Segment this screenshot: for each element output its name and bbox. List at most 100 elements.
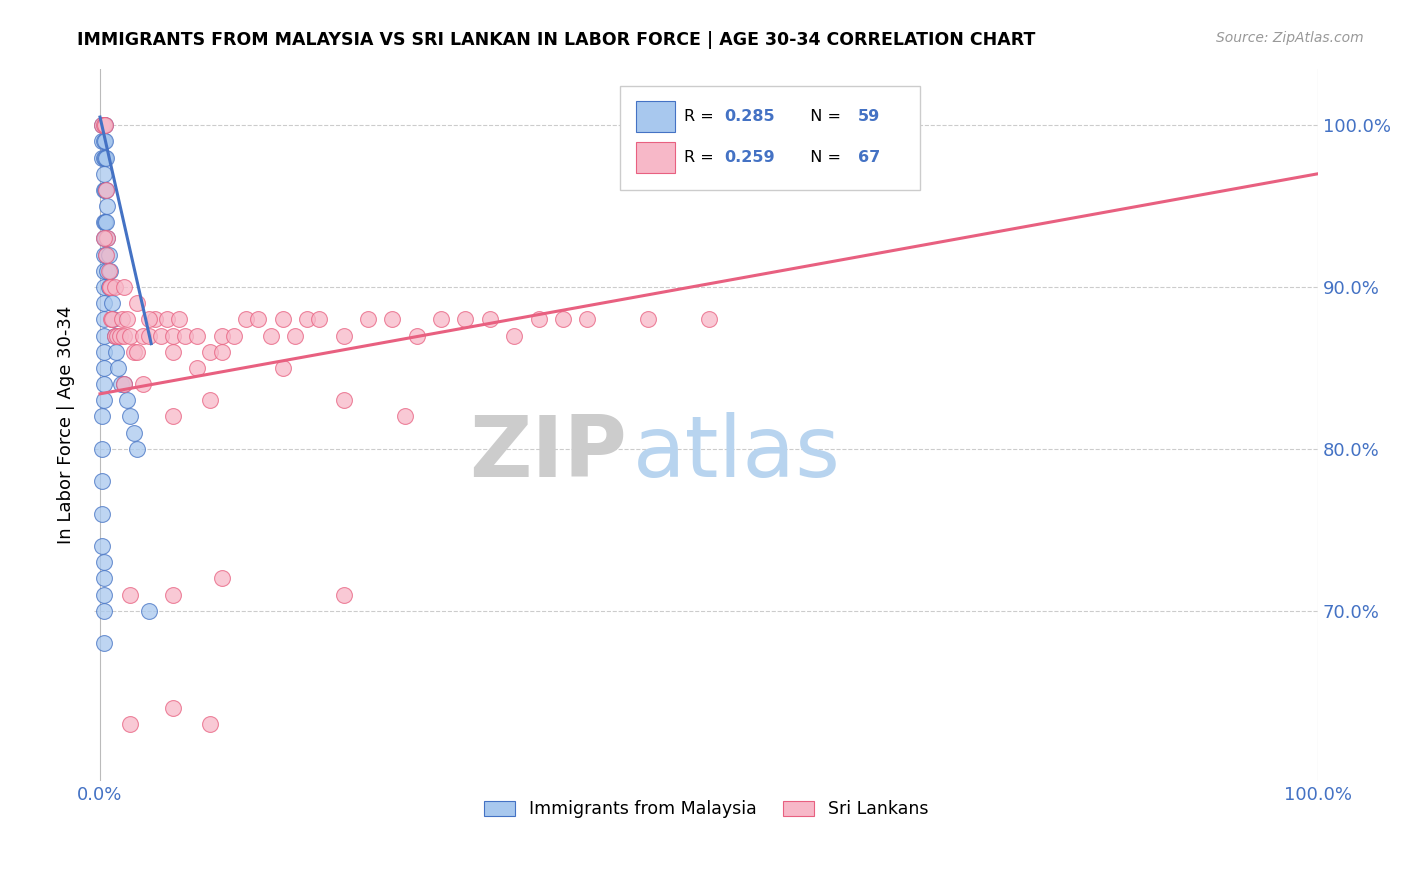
FancyBboxPatch shape — [620, 87, 921, 190]
Point — [211, 571, 233, 585]
Point — [697, 312, 720, 326]
Point — [211, 344, 233, 359]
Point — [284, 328, 307, 343]
Point — [454, 312, 477, 326]
Point — [94, 247, 117, 261]
Text: ZIP: ZIP — [468, 411, 627, 494]
Point — [93, 393, 115, 408]
Point — [93, 312, 115, 326]
Text: N =: N = — [800, 150, 846, 165]
Point — [93, 167, 115, 181]
Point — [112, 377, 135, 392]
Point — [93, 377, 115, 392]
Point — [138, 328, 160, 343]
Text: 67: 67 — [858, 150, 880, 165]
Point — [198, 717, 221, 731]
Text: R =: R = — [683, 109, 718, 124]
Point — [405, 328, 427, 343]
Point — [186, 360, 208, 375]
Point — [111, 312, 134, 326]
Text: 59: 59 — [858, 109, 880, 124]
Point — [91, 442, 114, 456]
Point — [125, 344, 148, 359]
Point — [381, 312, 404, 326]
Point — [120, 717, 142, 731]
Point — [91, 474, 114, 488]
Point — [98, 264, 121, 278]
Point — [143, 312, 166, 326]
Point — [174, 328, 197, 343]
Point — [91, 539, 114, 553]
Text: Source: ZipAtlas.com: Source: ZipAtlas.com — [1216, 31, 1364, 45]
Point — [120, 328, 142, 343]
Text: 0.285: 0.285 — [724, 109, 775, 124]
Point — [115, 312, 138, 326]
Point — [576, 312, 599, 326]
Point — [104, 280, 127, 294]
Point — [138, 312, 160, 326]
Point — [104, 328, 127, 343]
Point — [110, 377, 132, 392]
Point — [93, 247, 115, 261]
Y-axis label: In Labor Force | Age 30-34: In Labor Force | Age 30-34 — [58, 305, 75, 544]
Point — [101, 296, 124, 310]
Point — [96, 231, 118, 245]
Point — [156, 312, 179, 326]
Point — [93, 134, 115, 148]
Point — [308, 312, 330, 326]
Point — [271, 360, 294, 375]
Point — [93, 344, 115, 359]
Text: R =: R = — [683, 150, 718, 165]
Point — [94, 231, 117, 245]
Point — [97, 264, 120, 278]
Point — [100, 312, 122, 326]
Point — [91, 151, 114, 165]
Point — [527, 312, 550, 326]
Legend: Immigrants from Malaysia, Sri Lankans: Immigrants from Malaysia, Sri Lankans — [477, 794, 935, 825]
Point — [394, 409, 416, 424]
Point — [112, 280, 135, 294]
Point — [94, 183, 117, 197]
Point — [131, 377, 153, 392]
Point — [101, 312, 124, 326]
Point — [120, 409, 142, 424]
Point — [93, 588, 115, 602]
Point — [93, 636, 115, 650]
Point — [125, 442, 148, 456]
Point — [91, 134, 114, 148]
Point — [125, 296, 148, 310]
Point — [93, 296, 115, 310]
Point — [162, 409, 184, 424]
Point — [162, 588, 184, 602]
Point — [186, 328, 208, 343]
Point — [91, 118, 114, 132]
Point — [167, 312, 190, 326]
Point — [93, 360, 115, 375]
Point — [222, 328, 245, 343]
Point — [211, 328, 233, 343]
Point — [162, 328, 184, 343]
Point — [162, 701, 184, 715]
Point — [94, 118, 117, 132]
Text: 0.259: 0.259 — [724, 150, 775, 165]
Point — [100, 280, 122, 294]
Point — [96, 199, 118, 213]
Point — [131, 328, 153, 343]
Point — [115, 393, 138, 408]
Point — [120, 588, 142, 602]
Point — [93, 118, 115, 132]
Point — [503, 328, 526, 343]
Point — [332, 328, 354, 343]
Point — [93, 280, 115, 294]
Point — [112, 328, 135, 343]
Text: atlas: atlas — [633, 411, 841, 494]
Point — [138, 604, 160, 618]
Point — [94, 134, 117, 148]
Point — [198, 344, 221, 359]
Point — [198, 393, 221, 408]
Text: N =: N = — [800, 109, 846, 124]
Point — [105, 328, 128, 343]
Point — [97, 280, 120, 294]
Point — [93, 604, 115, 618]
Point — [104, 344, 127, 359]
